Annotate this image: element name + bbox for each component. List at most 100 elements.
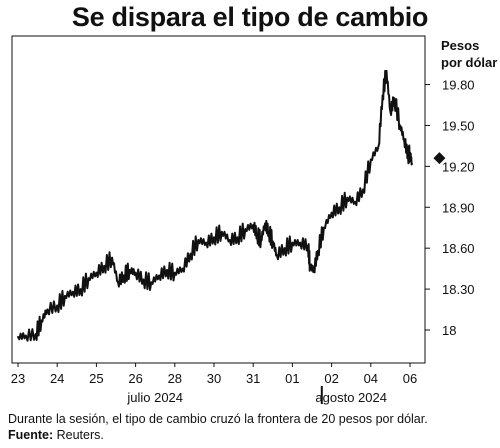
footer-note: Durante la sesión, el tipo de cambio cru… [8,412,428,426]
series-line [17,69,413,342]
data-point [56,304,59,307]
data-point [72,290,74,293]
data-point [309,265,311,267]
x-tick-label: 06 [403,371,417,386]
y-tick-label: 19.50 [442,118,475,133]
data-point [228,239,231,241]
data-point [377,145,380,147]
chart-footer: Durante la sesión, el tipo de cambio cru… [8,411,428,443]
plot-border [11,35,426,364]
data-point [236,236,239,239]
data-point [338,206,341,209]
data-point [103,265,106,267]
data-point [134,271,137,274]
x-tick-label: 04 [364,371,378,386]
plot-frame [11,35,426,364]
data-point [142,278,145,281]
data-point [385,70,388,72]
data-point [117,281,119,284]
chart-title: Se dispara el tipo de cambio [71,2,429,32]
data-point [299,241,302,244]
y-axis-unit-line-2: por dólar [441,55,498,70]
data-point [313,269,315,271]
y-tick-label: 19.80 [442,78,475,93]
data-point [260,239,262,241]
x-tick-label: 25 [89,371,103,386]
data-point [362,188,364,191]
data-point [158,274,161,277]
x-tick-label: 31 [246,371,260,386]
data-point [220,230,223,233]
data-point [268,230,270,233]
data-point [34,333,37,335]
data-point [407,154,409,157]
data-point [40,319,43,322]
data-point [87,277,90,280]
y-axis: 18 18.30 18.60 18.90 19.20 19.50 19.80 [425,78,475,338]
x-tick-label: 26 [128,371,142,386]
data-point [173,271,176,274]
x-tick-label: 30 [207,371,221,386]
data-point [150,281,153,284]
data-point [64,295,66,297]
data-point [317,250,319,252]
x-tick-label: 02 [324,371,338,386]
data-point [189,252,192,255]
data-point [271,240,274,243]
data-point [403,138,405,141]
data-point [122,274,125,277]
data-point [197,239,200,241]
data-point [330,211,333,214]
data-point [393,97,396,100]
data-point [205,241,208,244]
data-point [128,269,131,271]
data-point [17,335,19,338]
y-axis-unit-line-1: Pesos [441,38,480,53]
marker-layer [433,152,446,165]
latest-value-marker [433,152,446,165]
data-point [79,288,82,290]
x-tick-label: 23 [11,371,25,386]
y-tick-label: 19.20 [442,159,475,174]
data-point [409,151,411,154]
data-point [244,228,247,231]
data-point [252,224,255,226]
footer-source: Fuente: Reuters. [8,427,428,443]
data-point [399,124,402,127]
month-label: julio 2024 [126,390,183,405]
data-point [369,158,372,161]
series-layer [17,69,413,342]
month-label: agosto 2024 [315,390,387,405]
y-axis-unit: Pesos por dólar [441,37,497,71]
data-point [213,236,215,239]
y-tick-label: 18 [442,323,456,338]
data-point [307,244,309,247]
y-tick-label: 18.60 [442,241,475,256]
data-point [381,94,384,97]
data-point [95,271,98,274]
y-tick-label: 18.30 [442,282,475,297]
x-tick-label: 01 [285,371,299,386]
data-point [322,226,325,229]
data-point [354,200,356,203]
data-point [256,233,258,236]
data-point [346,196,349,199]
data-point [46,308,49,311]
data-point [181,267,184,270]
x-axis: 23 24 25 26 28 30 31 01 02 04 06 julio 2024 agosto 2… [11,363,417,405]
x-tick-label: 28 [168,371,182,386]
data-point [24,334,27,337]
data-point [166,269,168,271]
x-tick-label: 24 [50,371,64,386]
data-point [389,110,392,113]
data-point [111,256,113,259]
data-point [283,247,286,250]
data-point [264,222,266,225]
data-point [411,162,413,165]
data-point [275,254,278,256]
y-tick-label: 18.90 [442,200,475,215]
source-value: Reuters. [56,428,104,442]
source-label: Fuente: [8,428,54,442]
data-point [291,241,294,244]
